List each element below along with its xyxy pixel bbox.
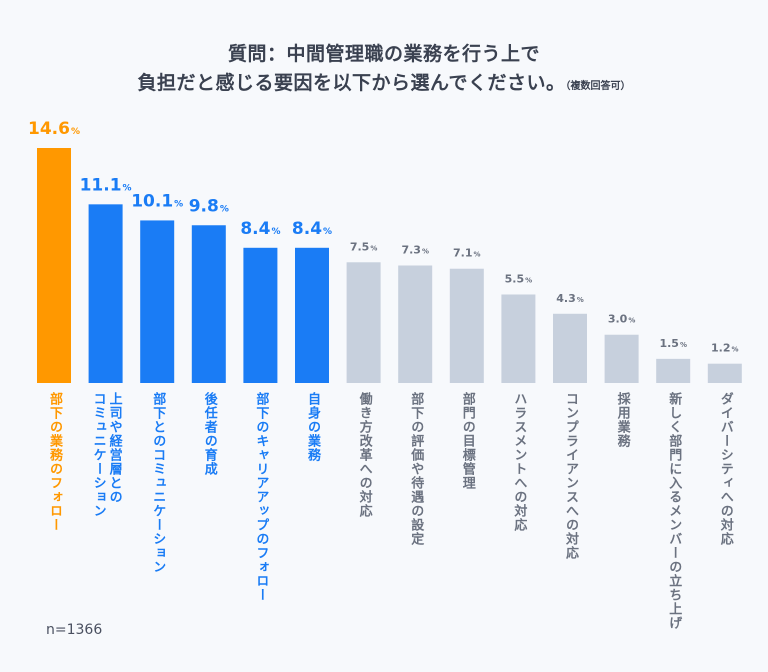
bar	[37, 148, 71, 383]
category-label: 後任者の育成	[201, 392, 217, 476]
data-label-value: 3.0	[608, 313, 628, 326]
data-label-unit: %	[271, 227, 280, 237]
data-label-unit: %	[732, 346, 739, 354]
data-label-value: 7.1	[453, 247, 473, 260]
data-label: 10.1%	[131, 191, 183, 211]
data-label: 14.6%	[28, 119, 80, 139]
data-label-value: 1.5	[659, 337, 679, 350]
data-label-value: 5.5	[505, 272, 525, 285]
title-line-1: 質問：中間管理職の業務を行う上で	[227, 43, 540, 65]
data-label-value: 9.8	[189, 196, 219, 216]
bar	[191, 225, 226, 383]
data-label: 7.5%	[350, 240, 378, 253]
data-label-unit: %	[577, 296, 584, 304]
title-note: （複数回答可）	[565, 81, 631, 92]
bar	[346, 262, 381, 383]
title-line-2-text: 負担だと感じる要因を以下から選んでください。	[137, 72, 566, 94]
data-label-value: 7.3	[401, 244, 421, 257]
category-label: 上司や経営層との コミュニケーション	[90, 392, 122, 518]
bar	[656, 358, 691, 383]
data-label-unit: %	[123, 183, 132, 193]
data-label-unit: %	[680, 341, 687, 349]
data-label-value: 14.6	[28, 119, 70, 139]
title-line-2: 負担だと感じる要因を以下から選んでください。（複数回答可）	[0, 69, 768, 101]
category-label: ダイバーシティへの対応	[717, 392, 733, 546]
data-label: 8.4%	[292, 219, 332, 239]
data-label-value: 1.2	[711, 342, 731, 355]
data-label-value: 8.4	[292, 219, 322, 239]
chart-title: 質問：中間管理職の業務を行う上で 負担だと感じる要因を以下から選んでください。（…	[0, 40, 768, 101]
data-label: 11.1%	[80, 175, 132, 195]
data-label: 8.4%	[240, 219, 280, 239]
data-label-value: 11.1	[80, 175, 122, 195]
sample-size: n=1366	[46, 622, 103, 638]
bar	[295, 247, 329, 383]
data-label-unit: %	[525, 276, 532, 284]
bar	[449, 268, 484, 383]
data-label: 5.5%	[505, 272, 533, 285]
category-label: 採用業務	[614, 392, 630, 448]
data-label-value: 7.5	[350, 240, 370, 253]
bar	[88, 204, 123, 383]
data-label-unit: %	[174, 199, 183, 209]
category-label: 働き方改革への対応	[356, 392, 372, 518]
category-label: 部門の目標管理	[459, 392, 475, 490]
data-label-unit: %	[323, 227, 332, 237]
data-label: 1.2%	[711, 342, 739, 355]
bar	[398, 265, 433, 383]
data-label: 4.3%	[556, 292, 584, 305]
category-label: コンプライアンスへの対応	[563, 392, 578, 560]
bar	[707, 363, 742, 383]
data-label: 7.1%	[453, 247, 481, 260]
data-label: 3.0%	[608, 313, 636, 326]
data-label: 1.5%	[659, 337, 687, 350]
data-label-unit: %	[628, 317, 635, 325]
category-label: 自身の業務	[305, 392, 320, 462]
data-label-unit: %	[370, 244, 377, 252]
data-label-unit: %	[220, 204, 229, 214]
bar	[604, 334, 639, 383]
data-label-unit: %	[474, 251, 481, 259]
category-label: 部下のキャリアアップのフォロー	[253, 392, 269, 602]
category-label: 部下とのコミュニケーション	[150, 392, 166, 574]
data-label-unit: %	[422, 248, 429, 256]
data-label: 7.3%	[401, 244, 429, 257]
category-label: ハラスメントへの対応	[511, 392, 527, 532]
category-label: 部下の業務のフォロー	[47, 392, 62, 532]
bar	[553, 313, 587, 383]
bar	[243, 247, 278, 383]
data-label-value: 10.1	[131, 191, 173, 211]
category-label: 新しく部門に入るメンバーの立ち上げ	[666, 392, 682, 630]
bar	[140, 220, 175, 383]
data-label-unit: %	[71, 127, 80, 137]
category-label: 部下の評価や待遇の設定	[408, 392, 424, 546]
bar	[501, 294, 536, 383]
data-label-value: 4.3	[556, 292, 576, 305]
data-label-value: 8.4	[240, 219, 270, 239]
data-label: 9.8%	[189, 196, 229, 216]
